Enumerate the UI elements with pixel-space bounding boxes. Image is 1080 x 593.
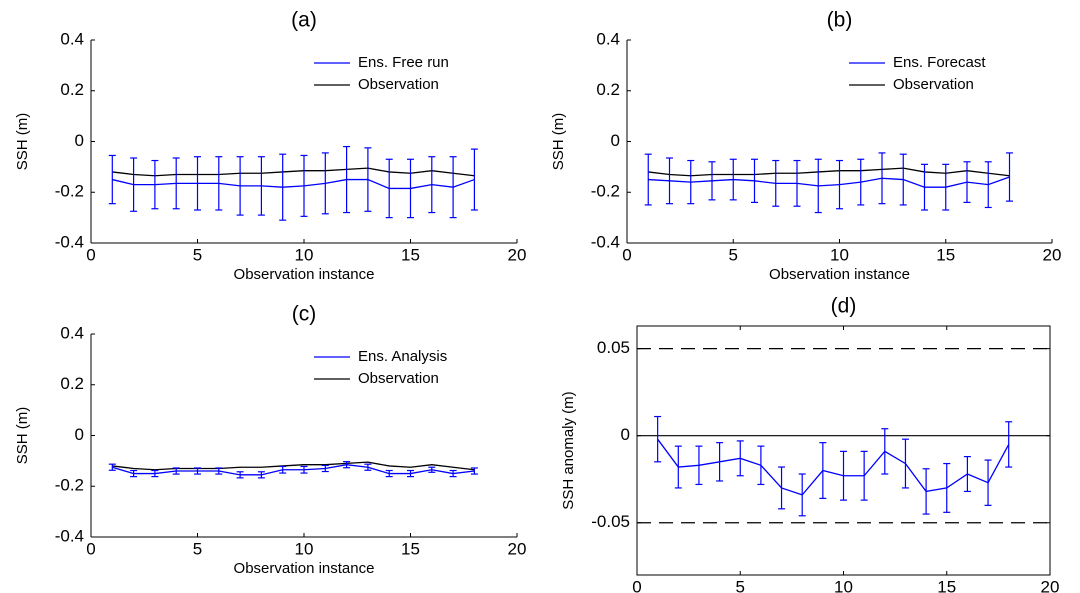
x-tick-label: 20 bbox=[508, 245, 527, 264]
x-tick-label: 20 bbox=[1041, 577, 1060, 593]
y-tick-label: -0.2 bbox=[55, 182, 84, 201]
x-tick-label: 5 bbox=[193, 539, 202, 558]
series-line bbox=[112, 464, 475, 476]
series-line bbox=[648, 167, 1010, 177]
legend-label: Observation bbox=[358, 76, 439, 93]
panel-title: (c) bbox=[292, 303, 317, 326]
x-tick-label: 0 bbox=[622, 245, 631, 264]
x-tick-label: 15 bbox=[401, 539, 420, 558]
y-tick-label: 0 bbox=[75, 425, 84, 444]
x-tick-label: 10 bbox=[830, 245, 849, 264]
x-tick-label: 15 bbox=[401, 245, 420, 264]
legend-label: Observation bbox=[893, 76, 974, 93]
y-axis-label: SSH anomaly (m) bbox=[560, 391, 577, 509]
legend-label: Observation bbox=[358, 370, 439, 387]
y-tick-label: -0.4 bbox=[55, 526, 84, 545]
series-line bbox=[112, 167, 475, 177]
y-tick-label: 0.2 bbox=[60, 374, 84, 393]
y-tick-label: 0 bbox=[611, 131, 620, 150]
y-tick-label: 0.2 bbox=[596, 80, 620, 99]
x-tick-label: 20 bbox=[508, 539, 527, 558]
y-tick-label: 0.4 bbox=[60, 29, 84, 48]
panel-title: (b) bbox=[827, 9, 853, 32]
x-tick-label: 5 bbox=[736, 577, 745, 593]
y-axis-label: SSH (m) bbox=[14, 407, 31, 465]
y-tick-label: -0.4 bbox=[55, 232, 84, 251]
x-tick-label: 0 bbox=[86, 245, 95, 264]
x-tick-label: 0 bbox=[86, 539, 95, 558]
y-tick-label: 0.2 bbox=[60, 80, 84, 99]
series-line bbox=[112, 461, 475, 471]
legend-label: Ens. Forecast bbox=[893, 54, 986, 71]
y-axis-label: SSH (m) bbox=[14, 113, 31, 171]
y-tick-label: 0.4 bbox=[60, 323, 84, 342]
y-tick-label: -0.4 bbox=[591, 232, 620, 251]
x-tick-label: 5 bbox=[193, 245, 202, 264]
y-tick-label: -0.2 bbox=[55, 476, 84, 495]
x-tick-label: 10 bbox=[295, 245, 314, 264]
x-tick-label: 15 bbox=[936, 245, 955, 264]
series-line bbox=[657, 438, 1010, 496]
x-tick-label: 10 bbox=[295, 539, 314, 558]
y-tick-label: 0.05 bbox=[597, 338, 630, 357]
y-axis-label: SSH (m) bbox=[550, 113, 567, 171]
y-tick-label: -0.05 bbox=[591, 512, 630, 531]
panel-title: (d) bbox=[831, 295, 857, 318]
x-tick-label: 0 bbox=[632, 577, 641, 593]
x-tick-label: 15 bbox=[937, 577, 956, 593]
y-tick-label: 0 bbox=[621, 425, 630, 444]
x-tick-label: 5 bbox=[729, 245, 738, 264]
y-tick-label: -0.2 bbox=[591, 182, 620, 201]
series-line bbox=[112, 178, 475, 190]
x-tick-label: 20 bbox=[1043, 245, 1062, 264]
y-tick-label: 0 bbox=[75, 131, 84, 150]
legend-label: Ens. Analysis bbox=[358, 348, 447, 365]
x-axis-label: Observation instance bbox=[234, 266, 375, 283]
series-line bbox=[648, 176, 1010, 188]
y-tick-label: 0.4 bbox=[596, 29, 620, 48]
panel-title: (a) bbox=[291, 9, 317, 32]
x-axis-label: Observation instance bbox=[769, 266, 910, 283]
legend-label: Ens. Free run bbox=[358, 54, 449, 71]
x-tick-label: 10 bbox=[834, 577, 853, 593]
x-axis-label: Observation instance bbox=[234, 560, 375, 577]
